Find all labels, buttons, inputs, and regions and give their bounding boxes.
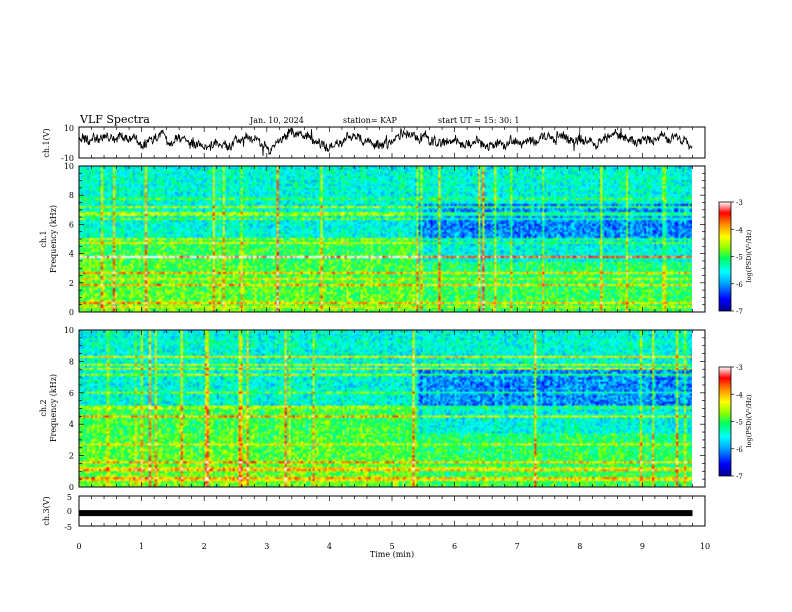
ch2-colorbar: -3 -4 -5 -6 -7 log(PSD)(V²/Hz) (718, 364, 753, 481)
colorbar-tick-label: -7 (736, 308, 743, 316)
ch1-colorbar-gradient (718, 201, 732, 312)
ch1-spectrogram-panel: 0 2 4 6 8 10 ch.1 Frequency (kHz) (39, 162, 706, 317)
colorbar-tick-label: -6 (736, 446, 743, 454)
figure-station: station= KAP (343, 116, 398, 125)
ch2-spectrogram-panel: 0 2 4 6 8 10 ch.2 Frequency (kHz) (39, 326, 706, 492)
frequency-tick-label: 6 (69, 389, 74, 398)
colorbar-tick-label: -3 (736, 364, 743, 372)
time-tick-label: 0 (76, 542, 81, 551)
ch2-spectrogram-ylabel-frequency: Frequency (kHz) (49, 374, 58, 442)
time-tick-label: 8 (577, 542, 582, 551)
ch3-waveform-panel: 5 0 -5 ch.3(V) (42, 493, 706, 532)
ch2-spectrogram-y-ticks: 0 2 4 6 8 10 (64, 326, 705, 492)
frequency-tick-label: 4 (69, 420, 74, 429)
colorbar-tick-label: -5 (736, 254, 743, 262)
frequency-tick-label: 0 (69, 483, 74, 492)
frequency-tick-label: 8 (69, 191, 74, 200)
time-tick-label: 3 (264, 542, 269, 551)
figure-start-time: start UT = 15: 30: 1 (438, 116, 519, 125)
ch2-colorbar-gradient (718, 366, 732, 477)
time-axis-label: Time (min) (370, 550, 414, 559)
ch1-waveform-trace (78, 127, 693, 157)
ch1-waveform-panel: 10 -10 ch.1(V) (42, 124, 706, 163)
colorbar-tick-label: -3 (736, 199, 743, 207)
frequency-tick-label: 2 (69, 279, 74, 288)
colorbar-tick-label: -4 (736, 391, 743, 399)
colorbar-tick-label: -5 (736, 419, 743, 427)
ch3-ytick-top: 5 (67, 493, 72, 502)
ch1-colorbar-label: log(PSD)(V²/Hz) (745, 229, 753, 282)
frequency-tick-label: 4 (69, 250, 74, 259)
ch1-spectrogram-x-ticks (78, 166, 706, 312)
ch3-ytick-mid: 0 (67, 507, 72, 516)
ch3-ytick-bottom: -5 (64, 523, 72, 532)
frequency-tick-label: 0 (69, 308, 74, 317)
time-tick-label: 2 (202, 542, 207, 551)
frequency-tick-label: 6 (69, 220, 74, 229)
ch1-colorbar-ticks: -3 -4 -5 -6 -7 (731, 199, 743, 316)
frequency-tick-label: 10 (64, 162, 74, 171)
ch1-waveform-ylabel: ch.1(V) (42, 128, 51, 157)
ch1-spectrogram-ylabel-frequency: Frequency (kHz) (49, 205, 58, 273)
colorbar-tick-label: -7 (736, 473, 743, 481)
time-tick-label: 9 (640, 542, 645, 551)
time-tick-label: 1 (139, 542, 144, 551)
ch1-colorbar: -3 -4 -5 -6 -7 log(PSD)(V²/Hz) (718, 199, 753, 316)
ch1-ytick-top: 10 (64, 124, 74, 133)
ch3-waveform-ylabel: ch.3(V) (42, 496, 51, 525)
figure-date: Jan. 10, 2024 (249, 116, 304, 125)
ch1-ytick-bottom: -10 (61, 154, 74, 163)
ch1-spectrogram-image (79, 166, 692, 312)
frequency-tick-label: 8 (69, 357, 74, 366)
time-axis-tick-labels: 0 1 2 3 4 5 6 7 8 9 10 (76, 542, 710, 551)
time-tick-label: 4 (327, 542, 332, 551)
time-tick-label: 7 (515, 542, 520, 551)
ch3-waveform-x-ticks (78, 496, 706, 526)
ch1-waveform-x-ticks (78, 127, 706, 158)
frequency-tick-label: 10 (64, 326, 74, 335)
figure-title: VLF Spectra (79, 113, 150, 126)
time-tick-label: 5 (389, 542, 394, 551)
ch2-spectrogram-image (79, 330, 692, 487)
ch2-spectrogram-x-ticks (78, 330, 706, 487)
ch2-colorbar-label: log(PSD)(V²/Hz) (745, 394, 753, 447)
ch2-spectrogram-ylabel-channel: ch.2 (39, 399, 48, 416)
colorbar-tick-label: -6 (736, 281, 743, 289)
ch1-spectrogram-ylabel-channel: ch.1 (39, 230, 48, 247)
ch2-colorbar-ticks: -3 -4 -5 -6 -7 (731, 364, 743, 481)
colorbar-tick-label: -4 (736, 226, 743, 234)
ch3-waveform-trace (79, 510, 693, 517)
frequency-tick-label: 2 (69, 452, 74, 461)
time-tick-label: 10 (700, 542, 710, 551)
ch1-spectrogram-y-ticks: 0 2 4 6 8 10 (64, 162, 705, 317)
time-tick-label: 6 (452, 542, 457, 551)
